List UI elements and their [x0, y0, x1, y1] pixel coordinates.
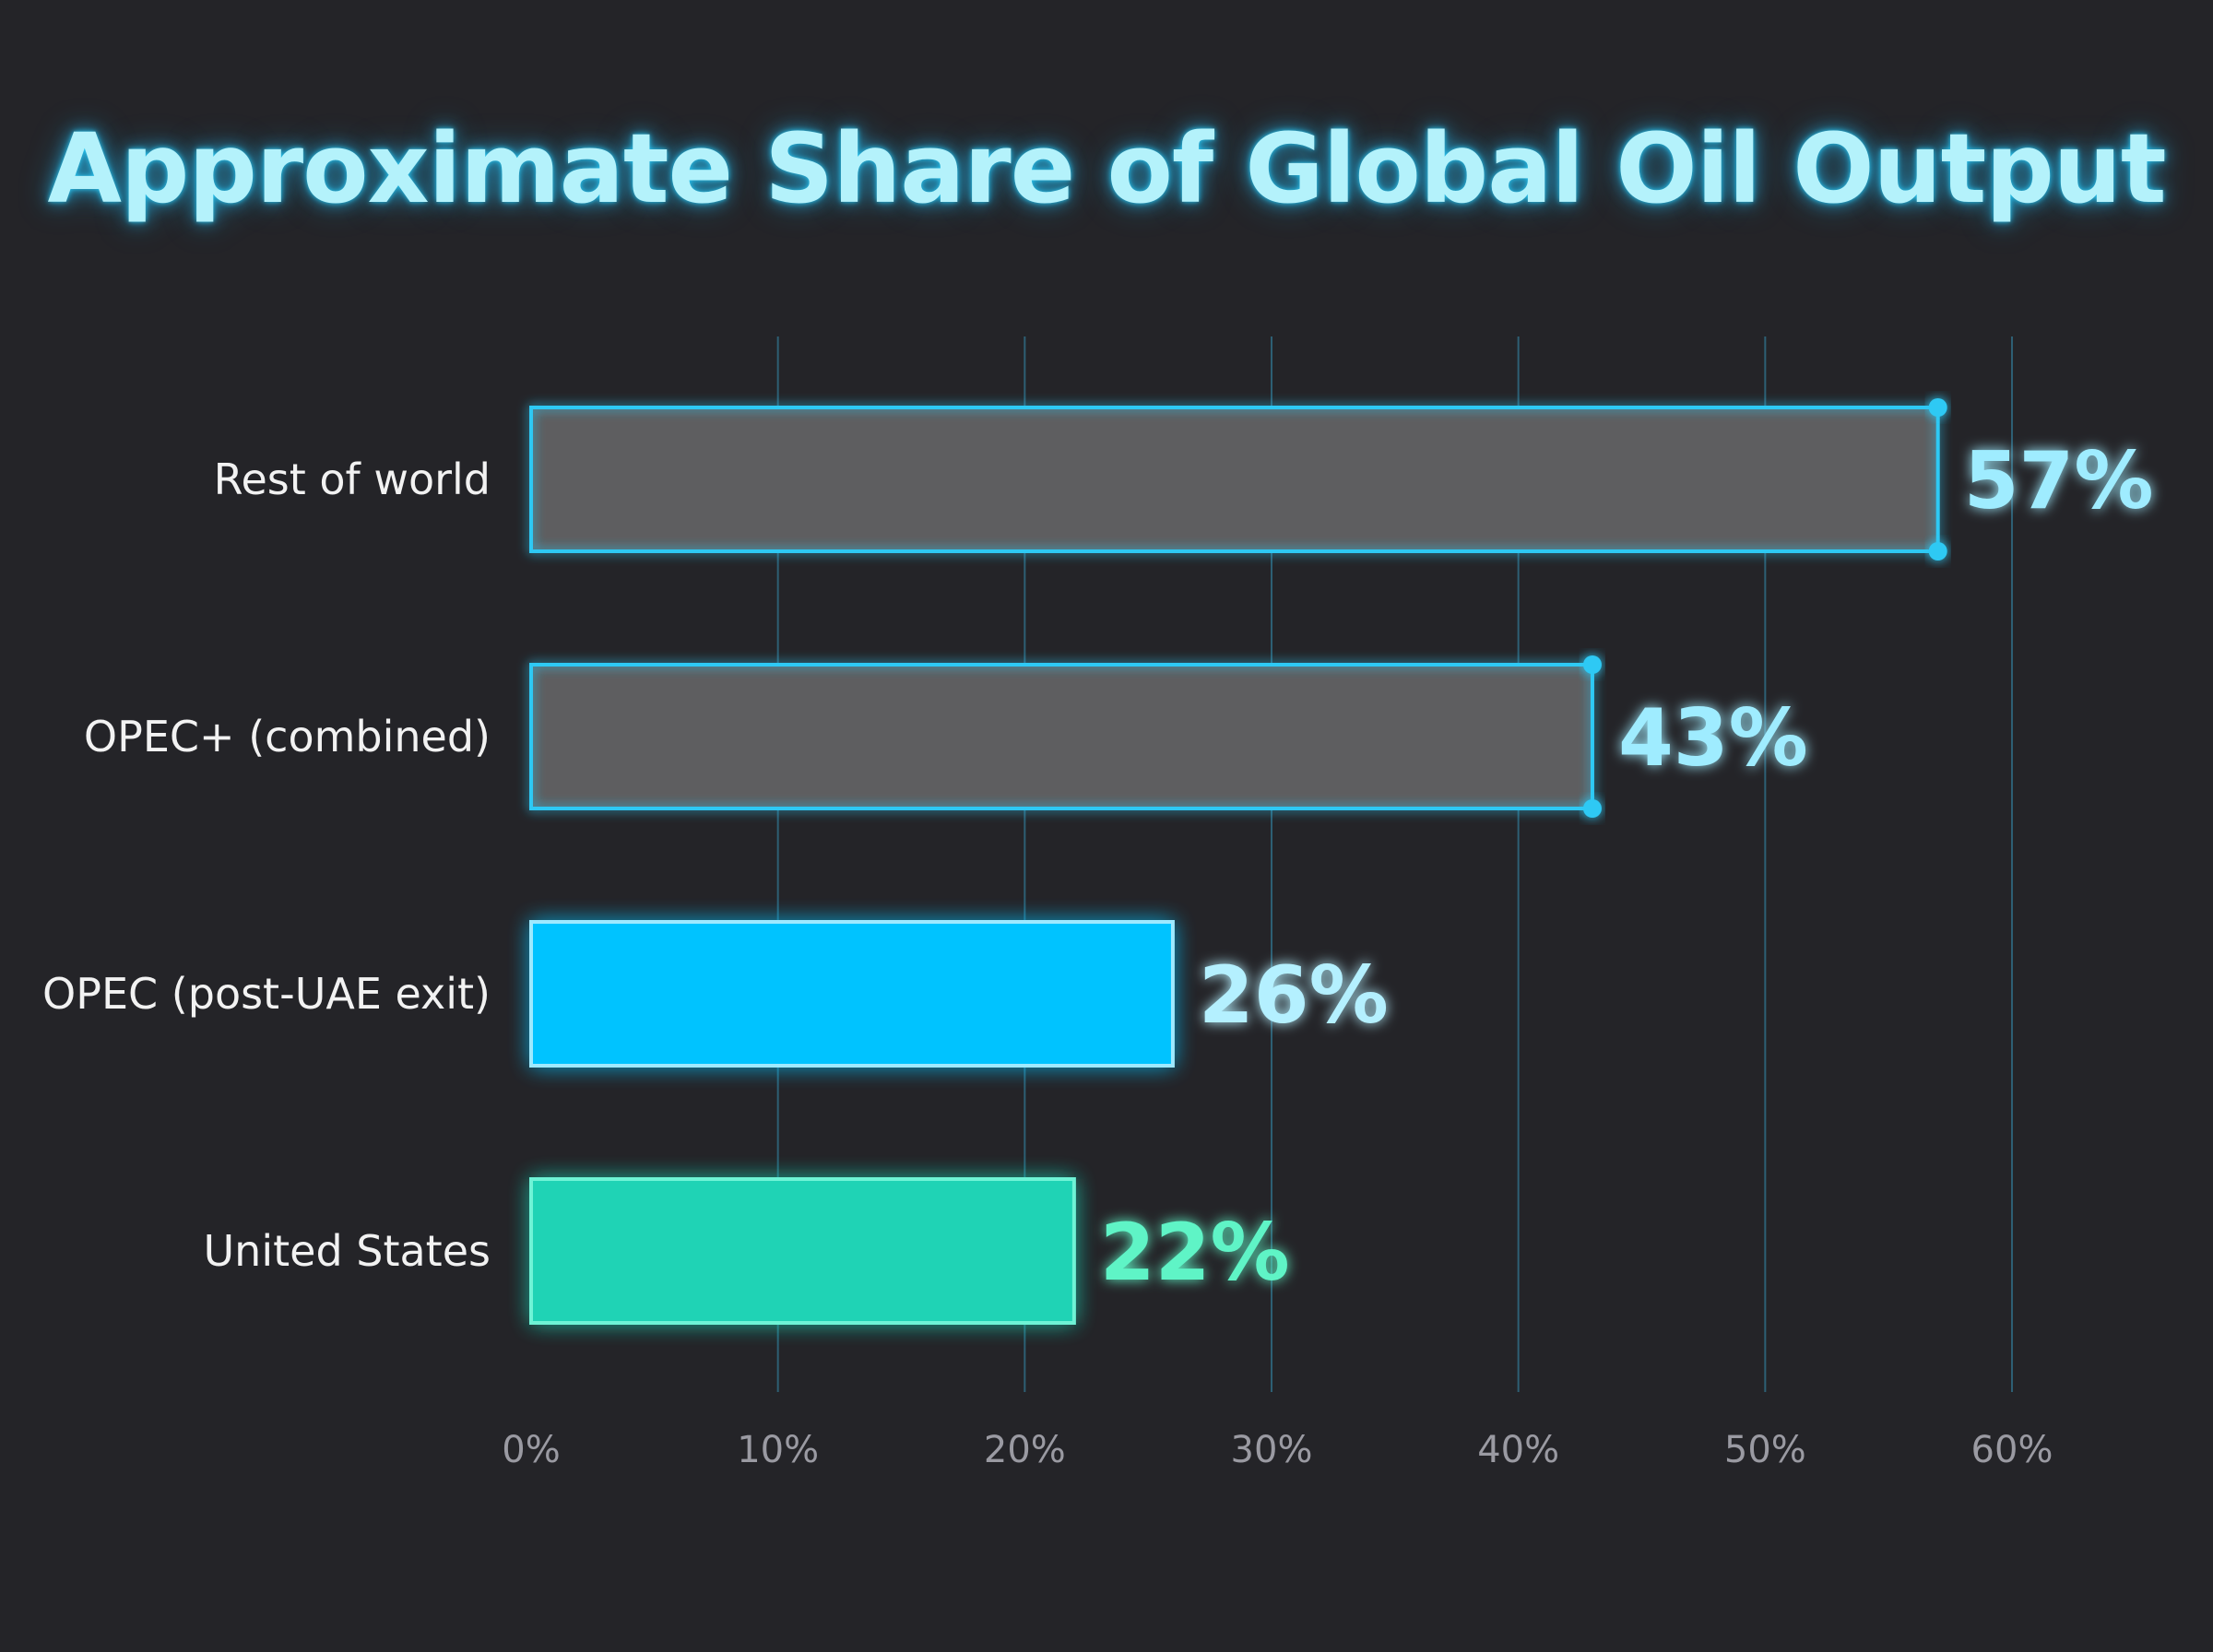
- x-tick-label-20: 20%: [984, 1429, 1066, 1471]
- bar-group-1: [529, 655, 1602, 818]
- bar-end-marker-top-1: [1582, 655, 1602, 674]
- bars: [529, 398, 1947, 1325]
- x-tick-label-30: 30%: [1231, 1429, 1313, 1471]
- bar-0: [531, 407, 1938, 551]
- x-tick-label-10: 10%: [737, 1429, 819, 1471]
- x-tick-label-40: 40%: [1477, 1429, 1559, 1471]
- value-labels: 57% 43% 26% 22%: [1100, 435, 2154, 1299]
- x-tick-label-50: 50%: [1724, 1429, 1806, 1471]
- bar-group-0: [529, 398, 1947, 560]
- value-label-1: 43%: [1618, 692, 1808, 785]
- bar-end-marker-bottom-1: [1582, 799, 1602, 818]
- value-label-2: 26%: [1199, 950, 1389, 1042]
- bar-2: [529, 920, 1175, 1068]
- x-tick-label-60: 60%: [1971, 1429, 2053, 1471]
- bar-group-2: [529, 920, 1175, 1068]
- category-label-0: Rest of world: [214, 454, 491, 504]
- category-label-3: United States: [204, 1226, 491, 1276]
- category-label-2: OPEC (post-UAE exit): [42, 969, 491, 1019]
- bar-group-3: [529, 1177, 1076, 1325]
- chart-title: Approximate Share of Global Oil Output: [47, 112, 2166, 225]
- value-label-3: 22%: [1100, 1207, 1290, 1299]
- x-axis-ticks: 0% 10% 20% 30% 40% 50% 60%: [502, 1429, 2053, 1471]
- category-label-1: OPEC+ (combined): [84, 712, 491, 761]
- bar-end-marker-bottom-0: [1928, 542, 1947, 560]
- x-tick-label-0: 0%: [502, 1429, 560, 1471]
- bar-3: [529, 1177, 1076, 1325]
- bar-1: [531, 665, 1592, 808]
- category-labels: Rest of world OPEC+ (combined) OPEC (post-…: [42, 454, 491, 1276]
- bar-end-marker-top-0: [1928, 398, 1947, 417]
- value-label-0: 57%: [1964, 435, 2154, 527]
